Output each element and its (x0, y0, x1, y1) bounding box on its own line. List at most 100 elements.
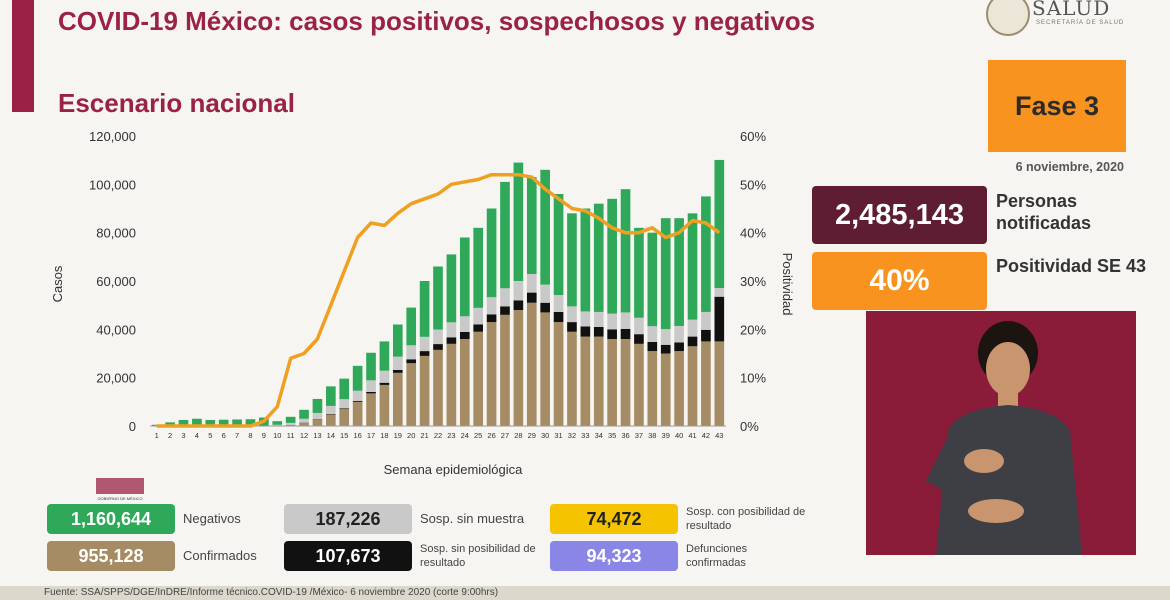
legend-sosp-sin-posibilidad-label: Sosp. sin posibilidad de resultado (420, 543, 536, 569)
bar-confirmados (433, 349, 443, 426)
bar-sosp_sin_muestra (580, 311, 591, 327)
x-tick-label: 28 (514, 431, 522, 440)
logo-text: SALUD (1032, 0, 1111, 20)
x-tick-label: 1 (155, 431, 159, 440)
bar-sosp_sin_posibilidad (540, 302, 550, 313)
bar-sosp_sin_muestra (285, 422, 296, 425)
bar-confirmados (366, 393, 376, 426)
bar-negativos (593, 203, 604, 312)
bar-confirmados (339, 409, 350, 426)
bar-sosp_sin_posibilidad (620, 328, 631, 339)
bar-sosp_sin_muestra (634, 317, 644, 335)
bar-sosp_sin_muestra (620, 312, 631, 329)
bar-negativos (205, 419, 216, 426)
legend-sosp-sin-muestra: 187,226 Sosp. sin muestra (284, 504, 524, 534)
bar-sosp_sin_posibilidad (366, 391, 376, 394)
y2-tick-label: 60% (740, 129, 766, 144)
bar-negativos (339, 378, 350, 400)
bar-sosp_sin_posibilidad (674, 342, 684, 352)
x-tick-label: 2 (168, 431, 172, 440)
bar-confirmados (593, 336, 604, 426)
x-tick-label: 22 (434, 431, 442, 440)
bar-negativos (647, 232, 658, 327)
positividad-value: 40% (812, 252, 987, 310)
bar-sosp_sin_posibilidad (339, 408, 350, 410)
page-subtitle: Escenario nacional (58, 88, 295, 118)
y-tick-label: 80,000 (96, 226, 136, 241)
cases-chart: 0 20,000 40,000 60,000 80,000 100,000 120,000 0… (50, 129, 795, 477)
x-tick-label: 15 (340, 431, 348, 440)
bar-sosp_sin_muestra (486, 297, 497, 315)
bar-negativos (553, 194, 564, 296)
bar-confirmados (446, 343, 457, 426)
legend-negativos: 1,160,644 Negativos (47, 504, 241, 534)
bar-negativos (326, 386, 336, 406)
legend-sosp-con-posibilidad: 74,472 Sosp. con posibilidad de resultad… (550, 504, 818, 534)
x-tick-label: 6 (222, 431, 226, 440)
logo-subtext: SECRETARÍA DE SALUD (1036, 20, 1125, 26)
bar-negativos (165, 422, 175, 426)
bar-confirmados (634, 343, 644, 426)
seal-icon (986, 0, 1030, 36)
y2-tick-label: 40% (740, 226, 766, 241)
bar-confirmados (647, 351, 658, 426)
x-tick-label: 29 (528, 431, 536, 440)
x-tick-label: 16 (353, 431, 361, 440)
bar-sosp_sin_muestra (701, 311, 711, 330)
bar-negativos (486, 208, 497, 298)
bar-confirmados (580, 336, 591, 426)
bar-confirmados (285, 424, 296, 426)
bar-confirmados (299, 422, 309, 426)
y2-axis-label: Positividad (780, 253, 795, 316)
bar-sosp_sin_posibilidad (419, 351, 430, 356)
bar-sosp_sin_posibilidad (459, 331, 470, 339)
x-tick-label: 4 (195, 431, 199, 440)
bar-sosp_sin_posibilidad (406, 359, 417, 364)
bar-confirmados (473, 331, 484, 426)
bar-confirmados (701, 341, 711, 426)
y2-tick-label: 50% (740, 177, 766, 192)
x-tick-label: 20 (407, 431, 415, 440)
bar-sosp_sin_muestra (567, 306, 577, 323)
bar-confirmados (406, 363, 417, 426)
bar-sosp_sin_posibilidad (580, 326, 591, 337)
x-tick-label: 38 (648, 431, 656, 440)
bar-negativos (366, 352, 376, 381)
bar-sosp_sin_posibilidad (473, 324, 484, 332)
bar-sosp_sin_posibilidad (567, 322, 577, 332)
bar-confirmados (714, 341, 725, 426)
bar-negativos (285, 416, 296, 423)
bar-sosp_sin_muestra (433, 329, 443, 345)
legend-defunciones-label: Defunciones confirmadas (686, 543, 748, 569)
positividad-line (156, 172, 721, 428)
bar-negativos (687, 213, 698, 320)
x-tick-label: 40 (675, 431, 683, 440)
x-tick-label: 12 (300, 431, 308, 440)
legend-sosp-sin-muestra-label: Sosp. sin muestra (420, 511, 525, 526)
y-tick-label: 100,000 (89, 177, 136, 192)
bar-negativos (245, 419, 256, 426)
bar-sosp_sin_muestra (674, 325, 684, 343)
bar-confirmados (500, 314, 510, 426)
y-axis-label: Casos (50, 265, 65, 302)
x-tick-label: 42 (702, 431, 710, 440)
bar-sosp_sin_muestra (419, 336, 430, 352)
bar-confirmados (326, 414, 336, 426)
bar-confirmados (607, 339, 617, 426)
bar-negativos (392, 324, 403, 357)
legend-sosp-sin-posibilidad-value: 107,673 (284, 541, 412, 571)
bar-confirmados (674, 351, 684, 426)
x-tick-label: 10 (273, 431, 281, 440)
salud-logo: SALUD SECRETARÍA DE SALUD (986, 0, 1166, 36)
sign-language-interpreter-video (866, 311, 1136, 555)
bar-negativos (620, 189, 631, 313)
bar-sosp_sin_posibilidad (593, 326, 604, 337)
bar-negativos (607, 198, 617, 314)
x-tick-label: 17 (367, 431, 375, 440)
legend-sosp-con-posibilidad-label: Sosp. con posibilidad de resultado (686, 506, 806, 532)
legend-sosp-sin-muestra-value: 187,226 (284, 504, 412, 534)
bar-confirmados (660, 353, 671, 426)
bar-sosp_sin_muestra (312, 412, 323, 419)
legend-defunciones-value: 94,323 (550, 541, 678, 571)
bar-sosp_sin_muestra (526, 273, 537, 293)
